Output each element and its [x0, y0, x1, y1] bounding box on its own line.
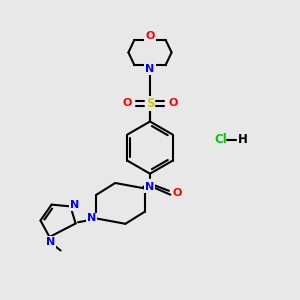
- Text: N: N: [70, 200, 79, 210]
- Text: N: N: [87, 213, 96, 224]
- Text: N: N: [145, 182, 154, 192]
- Text: O: O: [172, 188, 182, 199]
- Text: Cl: Cl: [214, 133, 227, 146]
- Text: S: S: [146, 97, 154, 110]
- Text: O: O: [168, 98, 178, 109]
- Text: H: H: [238, 133, 248, 146]
- Text: O: O: [122, 98, 132, 109]
- Text: N: N: [146, 64, 154, 74]
- Text: O: O: [145, 31, 155, 41]
- Text: N: N: [46, 237, 55, 247]
